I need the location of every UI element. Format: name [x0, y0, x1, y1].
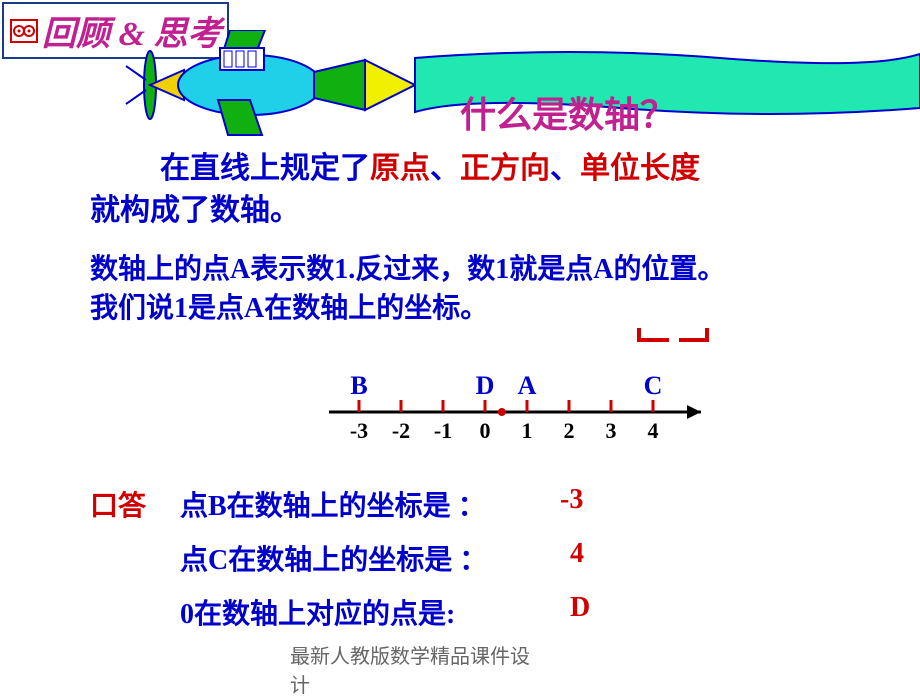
footer-line2: 计: [290, 675, 310, 697]
p1-red1: 原点: [370, 152, 430, 185]
svg-text:-3: -3: [350, 418, 368, 443]
p2-line1: 数轴上的点A表示数1.反过来，数1就是点A的位置。: [90, 254, 725, 285]
p1-sep1: 、: [430, 152, 460, 185]
svg-text:-2: -2: [392, 418, 410, 443]
p1-red3: 单位长度: [580, 152, 700, 185]
plane-banner-area: 什么是数轴？: [120, 30, 920, 140]
footer-text: 最新人教版数学精品课件设 计: [290, 640, 530, 698]
question-3: 0在数轴上对应的点是:: [180, 592, 455, 632]
definition-paragraph: 在直线上规定了原点、正方向、单位长度 就构成了数轴。: [90, 148, 900, 232]
svg-text:3: 3: [606, 418, 617, 443]
p1-line2: 就构成了数轴。: [90, 194, 300, 227]
svg-text:D: D: [476, 372, 495, 400]
explanation-paragraph: 数轴上的点A表示数1.反过来，数1就是点A的位置。 我们说1是点A在数轴上的坐标…: [90, 250, 900, 328]
svg-text:2: 2: [564, 418, 575, 443]
svg-text:-1: -1: [434, 418, 452, 443]
svg-text:0: 0: [480, 418, 491, 443]
banner-title: 什么是数轴？: [460, 86, 676, 138]
answer-2: 4: [570, 538, 584, 570]
svg-text:C: C: [644, 372, 663, 400]
svg-text:A: A: [518, 372, 537, 400]
svg-text:B: B: [350, 372, 367, 400]
oral-answer-label: 口答: [90, 484, 146, 524]
tape-icon: [10, 19, 38, 43]
svg-text:1: 1: [522, 418, 533, 443]
p1-part1: 在直线上规定了: [160, 152, 370, 185]
answer-1: -3: [560, 484, 583, 516]
question-2: 点C在数轴上的坐标是 ：: [180, 538, 487, 578]
number-line-svg: -3 B -2 -1 0 D 1 A 2 3 4 C: [320, 372, 770, 457]
bracket-icon: [635, 326, 715, 346]
answer-3: D: [570, 592, 590, 624]
p1-red2: 正方向: [460, 152, 550, 185]
number-line: -3 B -2 -1 0 D 1 A 2 3 4 C: [320, 372, 770, 452]
question-1: 点B在数轴上的坐标是 ：: [180, 484, 486, 524]
p2-line2: 我们说1是点A在数轴上的坐标。: [90, 293, 488, 324]
svg-text:4: 4: [648, 418, 659, 443]
footer-line1: 最新人教版数学精品课件设: [290, 646, 530, 668]
p1-sep2: 、: [550, 152, 580, 185]
